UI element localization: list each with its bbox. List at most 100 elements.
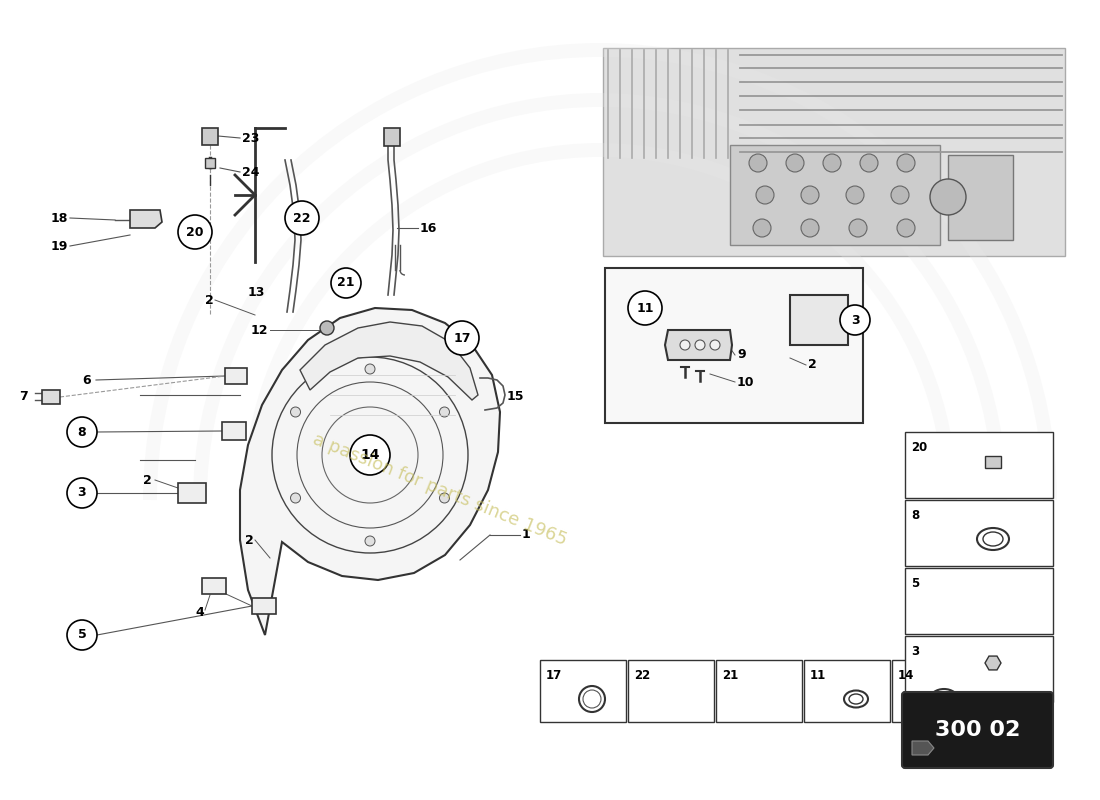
Bar [730,145,940,245]
Bar [252,598,276,614]
Text: 2: 2 [808,358,816,371]
Circle shape [710,340,720,350]
Text: 5: 5 [911,577,920,590]
Circle shape [320,321,334,335]
Bar [905,636,1053,702]
Circle shape [896,219,915,237]
Text: 17: 17 [546,669,562,682]
Text: 23: 23 [242,131,260,145]
Text: 8: 8 [78,426,86,438]
Bar [178,483,206,503]
Text: 11: 11 [810,669,826,682]
Bar [905,432,1053,498]
Circle shape [350,435,390,475]
Bar [384,128,400,146]
Text: 14: 14 [361,448,379,462]
Circle shape [446,321,478,355]
Text: 12: 12 [251,323,268,337]
Bar [905,568,1053,634]
Text: 3: 3 [78,486,86,499]
Text: 7: 7 [20,390,28,403]
Text: 21: 21 [338,277,354,290]
Circle shape [801,186,820,204]
Bar [804,660,890,722]
Bar [605,268,864,423]
FancyBboxPatch shape [902,692,1053,768]
Polygon shape [130,210,162,228]
Circle shape [756,186,774,204]
Circle shape [840,305,870,335]
Bar [205,158,214,168]
Text: 3: 3 [850,314,859,326]
Text: 6: 6 [82,374,90,386]
Bar [226,368,248,384]
Bar [202,578,226,594]
Bar [948,155,1013,240]
Circle shape [695,340,705,350]
Bar [892,660,978,722]
Text: 2: 2 [205,294,213,306]
Text: 8: 8 [911,509,920,522]
Ellipse shape [983,532,1003,546]
Polygon shape [240,308,501,635]
Circle shape [67,478,97,508]
Circle shape [285,201,319,235]
Bar [984,456,1001,468]
Text: 20: 20 [186,226,204,238]
Circle shape [67,620,97,650]
Circle shape [331,268,361,298]
Circle shape [896,154,915,172]
Text: 9: 9 [737,349,746,362]
Bar [905,500,1053,566]
Circle shape [290,407,300,417]
Bar [540,660,626,722]
Circle shape [440,493,450,503]
Circle shape [365,536,375,546]
Text: a passion for parts since 1965: a passion for parts since 1965 [310,430,570,550]
Ellipse shape [849,694,864,704]
Circle shape [860,154,878,172]
Text: 3: 3 [911,645,920,658]
Text: 2: 2 [245,534,254,546]
Text: 300 02: 300 02 [935,720,1021,740]
Bar [202,128,218,145]
Bar [42,390,60,404]
Bar [222,422,246,440]
Bar [716,660,802,722]
Text: 4: 4 [195,606,204,619]
Circle shape [67,417,97,447]
Text: 22: 22 [634,669,650,682]
Text: 10: 10 [737,375,755,389]
Text: 22: 22 [294,211,310,225]
Polygon shape [912,741,934,755]
Circle shape [680,340,690,350]
Text: 19: 19 [51,239,68,253]
Polygon shape [666,330,732,360]
Text: 18: 18 [51,211,68,225]
Text: 2: 2 [143,474,152,486]
Circle shape [823,154,842,172]
Circle shape [290,493,300,503]
Circle shape [178,215,212,249]
Text: 5: 5 [78,629,87,642]
Ellipse shape [935,693,953,705]
Bar [790,295,848,345]
Text: 13: 13 [248,286,265,299]
Bar [603,48,1065,256]
Circle shape [749,154,767,172]
Circle shape [786,154,804,172]
Text: 16: 16 [420,222,438,234]
Text: 14: 14 [898,669,914,682]
Circle shape [846,186,864,204]
Bar [628,660,714,722]
Text: 17: 17 [453,331,471,345]
Text: 21: 21 [722,669,738,682]
Text: 24: 24 [242,166,260,178]
Circle shape [930,179,966,215]
Circle shape [801,219,820,237]
Circle shape [754,219,771,237]
Circle shape [365,364,375,374]
Polygon shape [300,322,478,400]
Circle shape [891,186,909,204]
Text: 11: 11 [636,302,653,314]
